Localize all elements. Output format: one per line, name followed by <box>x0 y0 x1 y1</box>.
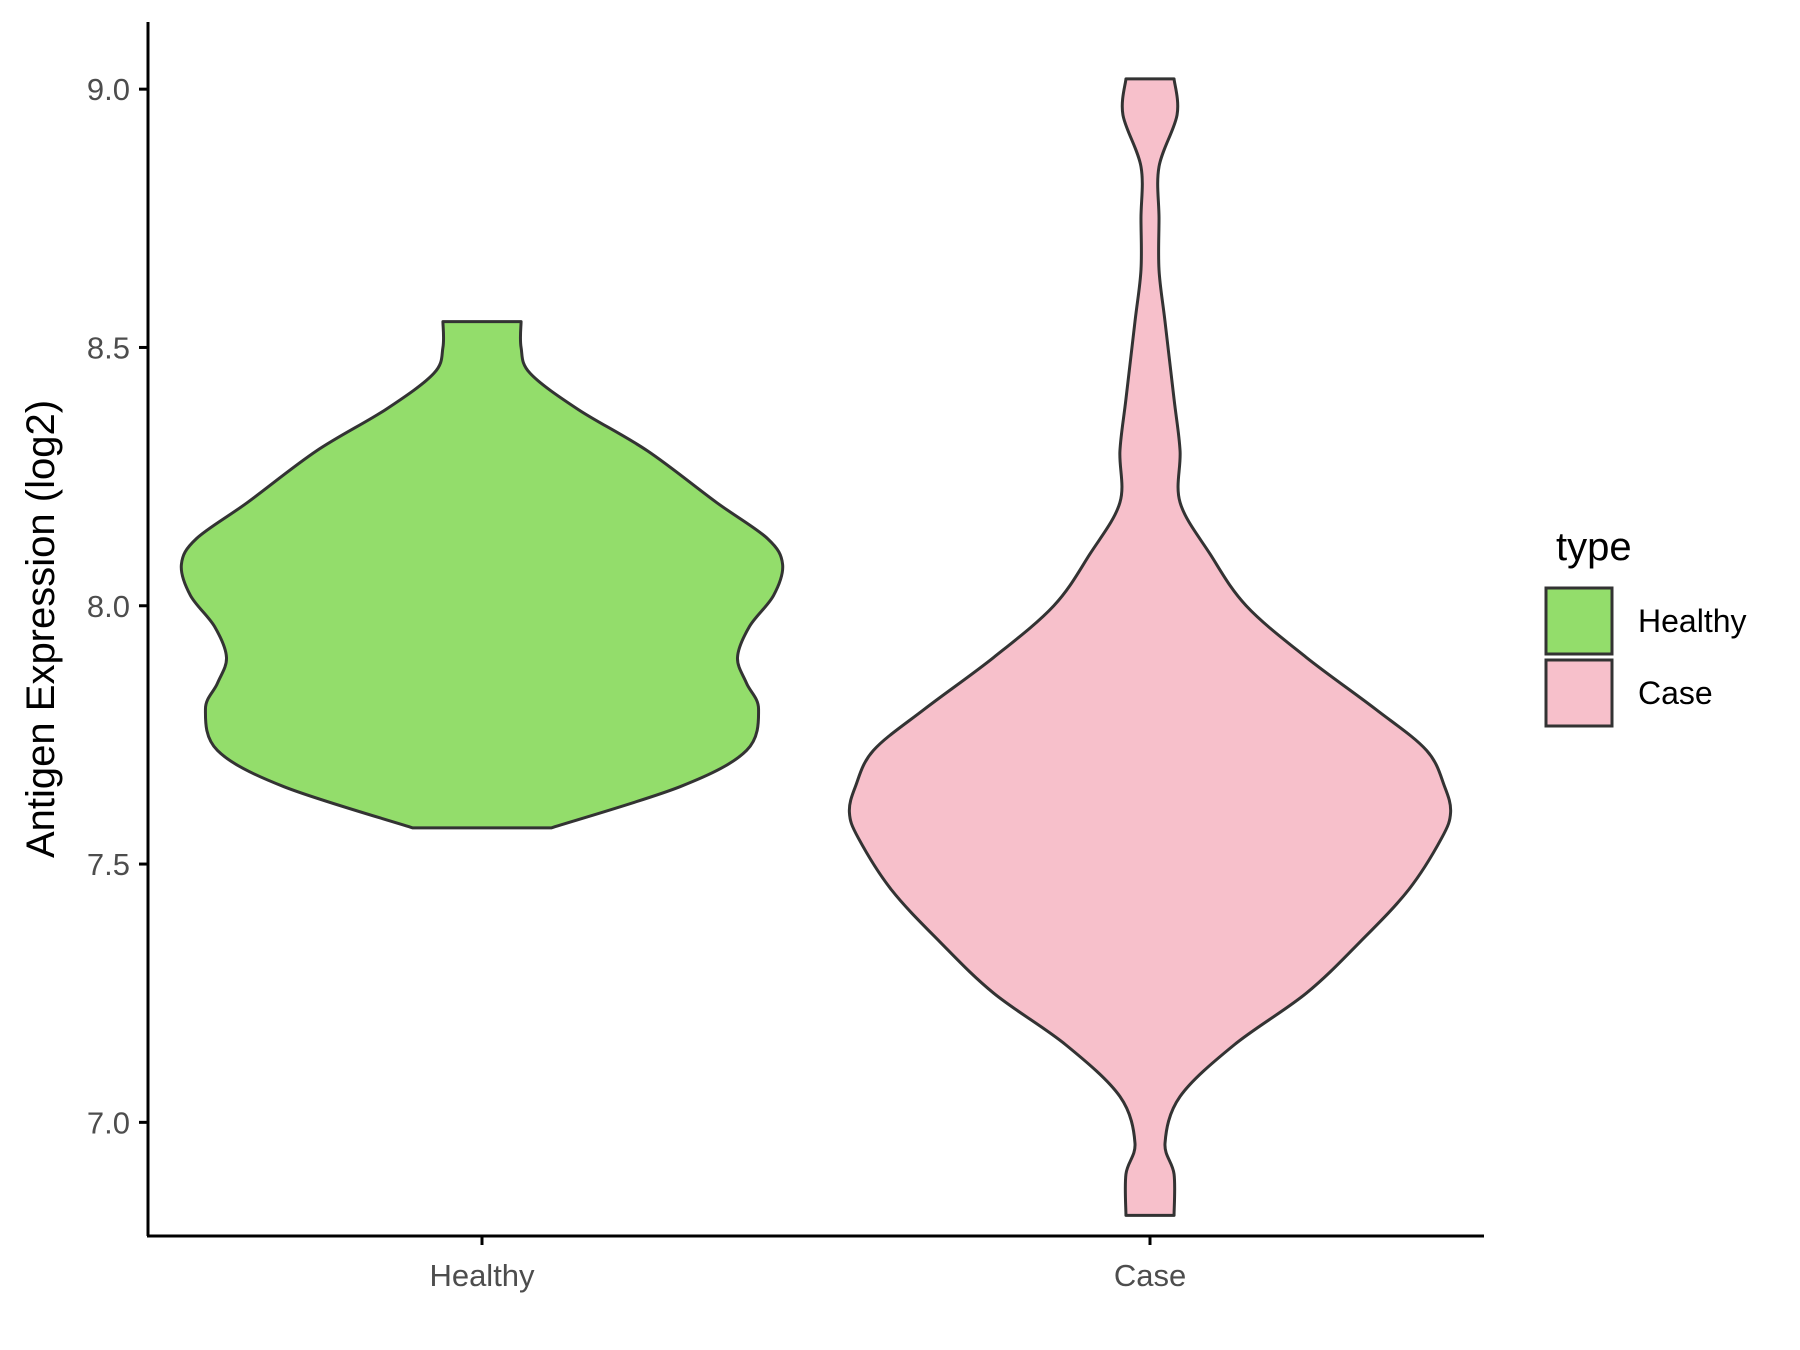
legend-key-healthy <box>1544 586 1614 656</box>
y-tick-label: 7.5 <box>87 847 130 882</box>
y-ticks: 7.0 7.5 8.0 8.5 9.0 <box>87 72 148 1140</box>
y-tick-label: 9.0 <box>87 72 130 107</box>
y-tick-label: 8.5 <box>87 330 130 365</box>
y-tick-label: 7.0 <box>87 1105 130 1140</box>
x-tick-label: Case <box>1114 1258 1186 1293</box>
violin-case <box>847 77 1453 1217</box>
y-axis-title: Antigen Expression (log2) <box>19 400 63 858</box>
legend-title: type <box>1556 525 1632 569</box>
legend-label: Case <box>1638 675 1713 711</box>
violin-layer <box>179 77 1453 1217</box>
y-tick-label: 8.0 <box>87 589 130 624</box>
axes <box>146 22 1484 1238</box>
violin-healthy <box>179 320 785 830</box>
x-ticks: Healthy Case <box>429 1236 1186 1293</box>
x-tick-label: Healthy <box>429 1258 535 1293</box>
legend: type Healthy Case <box>1544 525 1747 728</box>
legend-label: Healthy <box>1638 603 1747 639</box>
legend-key-case <box>1544 658 1614 728</box>
